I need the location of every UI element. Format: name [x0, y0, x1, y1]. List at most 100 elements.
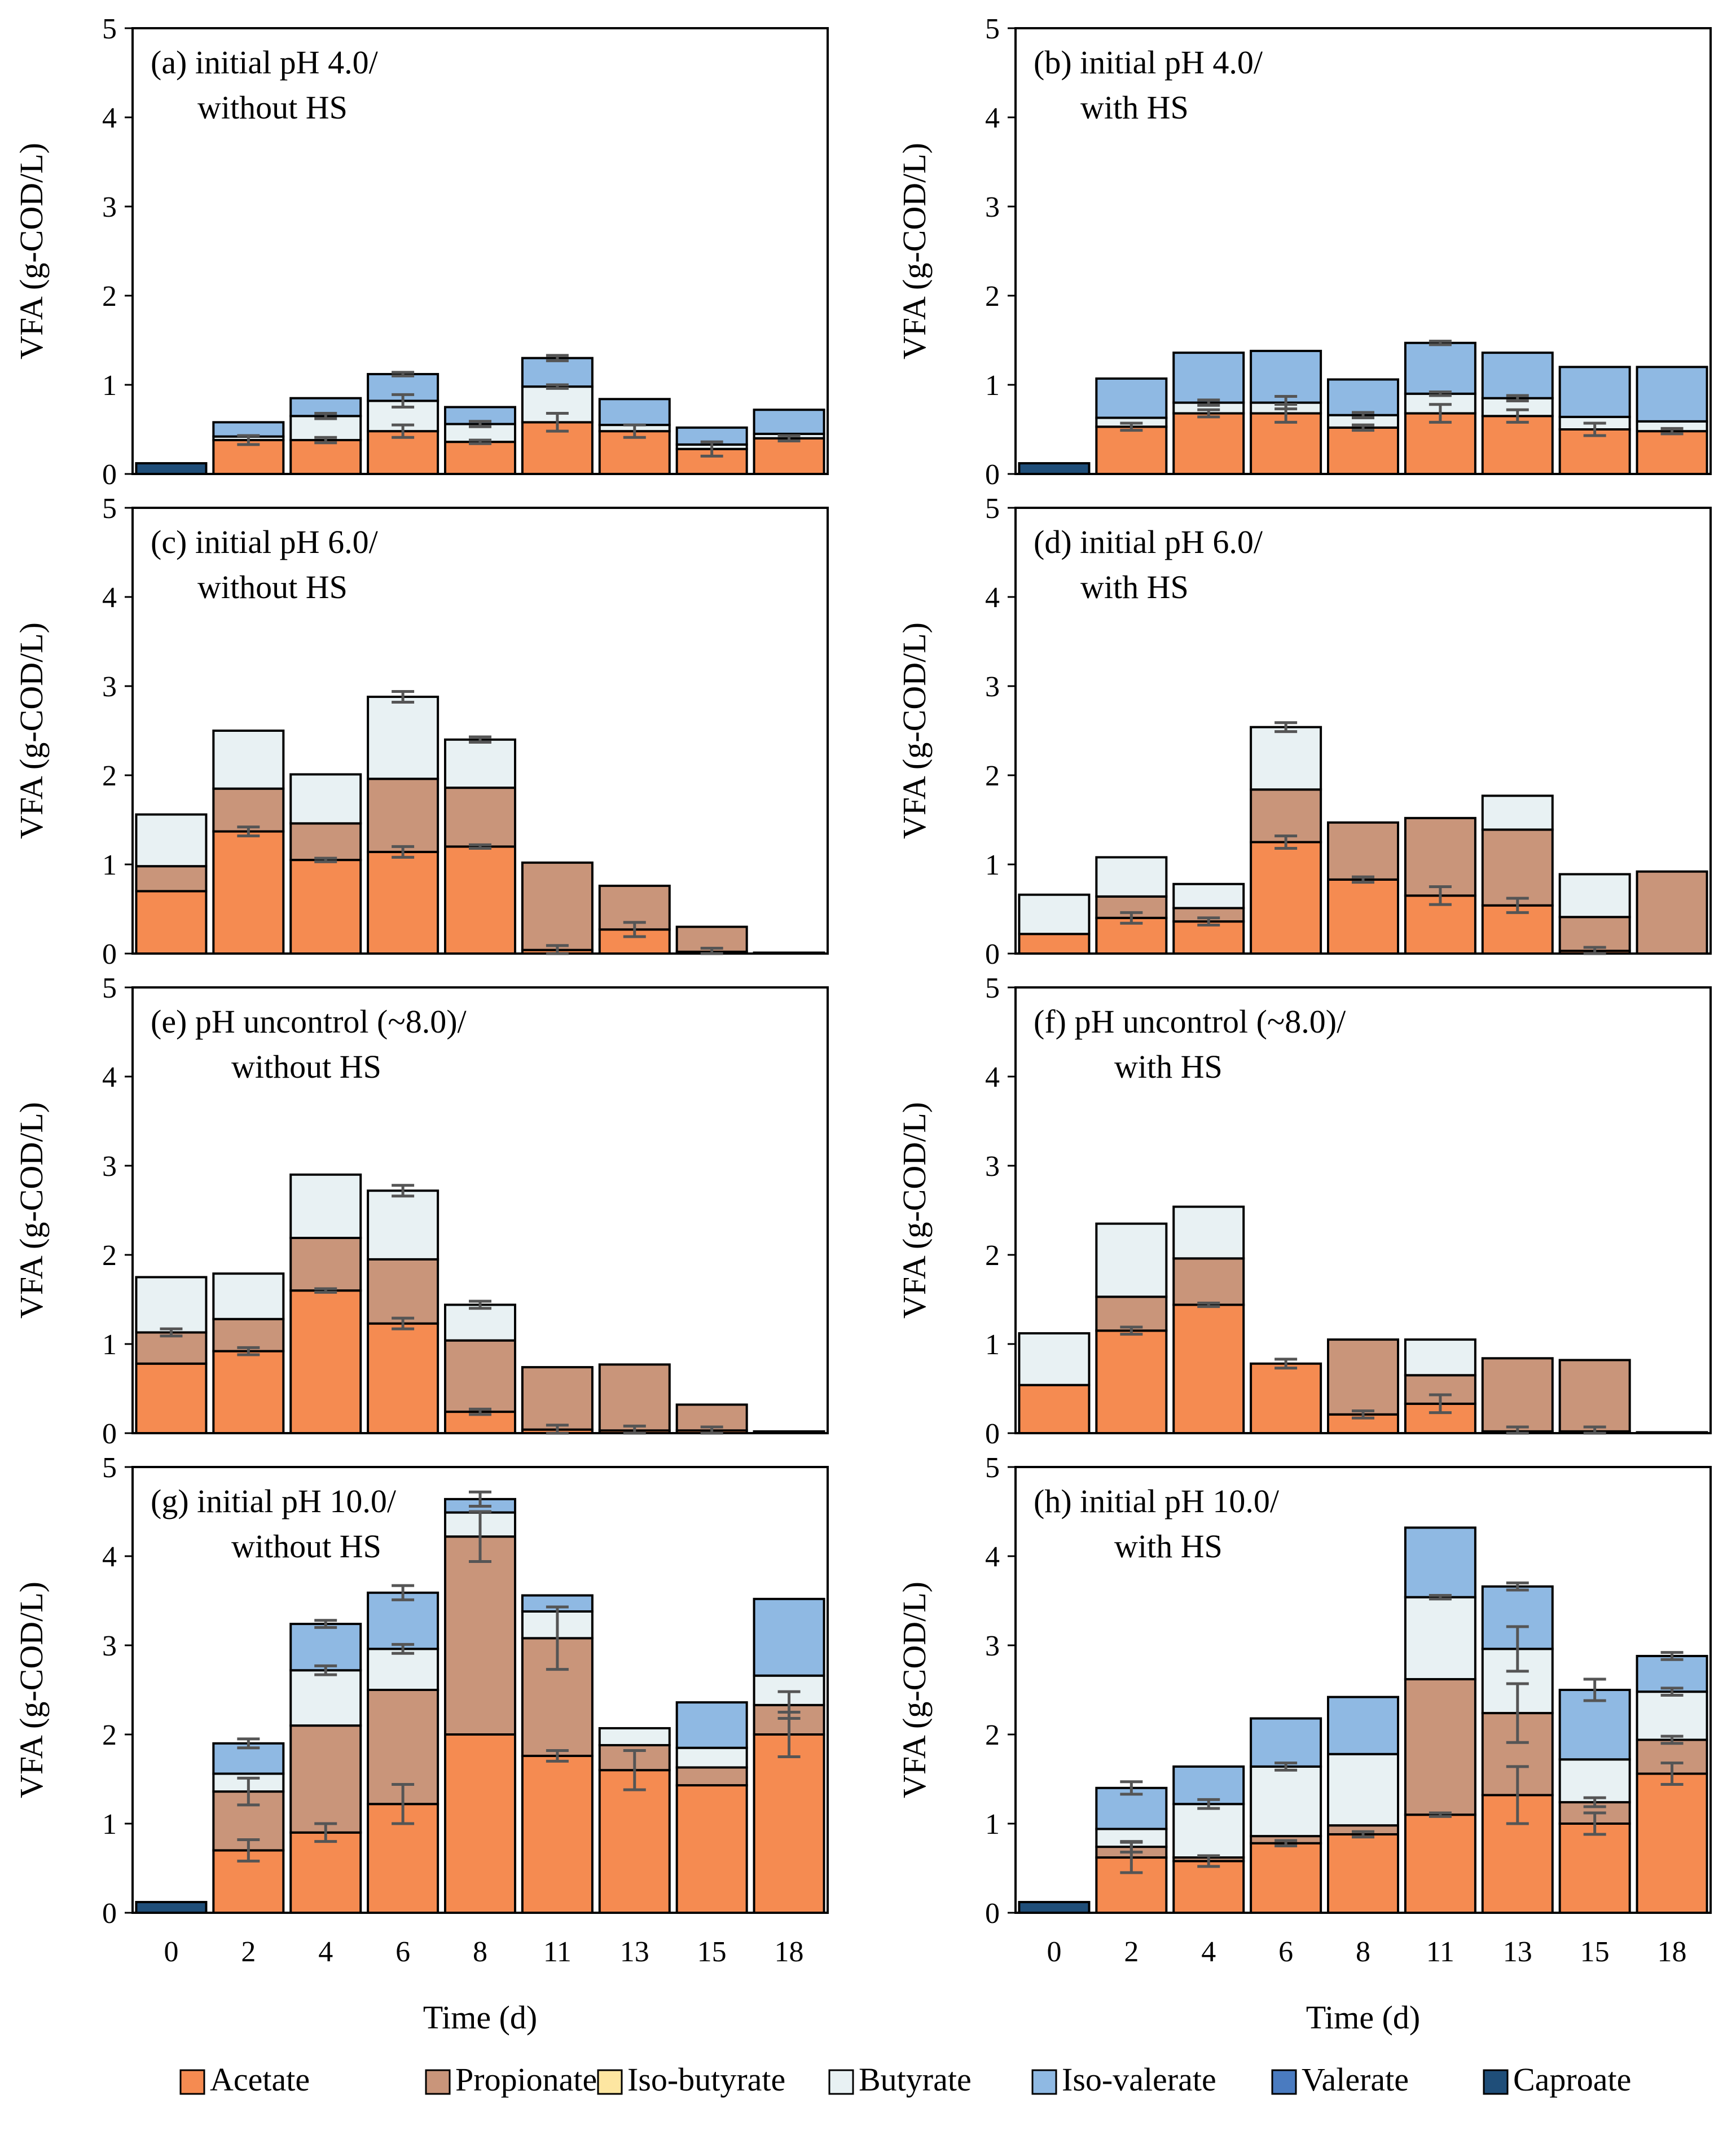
y-tick-label: 1	[985, 1808, 1000, 1841]
bar-butyrate-4	[1172, 1205, 1245, 1260]
y-axis-label: VFA (g-COD/L)	[13, 622, 50, 839]
legend-label: Acetate	[210, 2061, 310, 2098]
bar-acetate-4	[1172, 1303, 1245, 1434]
error-bar	[469, 1490, 491, 1508]
y-tick-label: 2	[102, 760, 117, 792]
error-bar	[1429, 1393, 1452, 1415]
panel-f: 0 1 2 3 4 5 VFA (g-COD/L) (f) pH uncontrol (~8.…	[896, 972, 1712, 1450]
error-bar	[237, 1838, 260, 1863]
bar-butyrate-6	[367, 695, 440, 780]
error-bar	[1429, 403, 1452, 424]
bar-butyrate-18	[753, 951, 825, 955]
error-bar	[1120, 421, 1143, 432]
bar-acetate-11	[1404, 1813, 1476, 1914]
panel-title-line1: (g) initial pH 10.0/	[151, 1483, 397, 1519]
y-tick-label: 5	[102, 972, 117, 1004]
bar-propionate-4	[289, 1236, 362, 1292]
error-bar	[1429, 1811, 1452, 1818]
bar-iso-valerate-8	[1327, 1696, 1399, 1755]
y-tick-label: 3	[985, 671, 1000, 703]
bar-butyrate-0	[1018, 893, 1091, 936]
error-bar	[1660, 427, 1684, 436]
error-bar	[1274, 721, 1298, 734]
y-tick-label: 1	[985, 370, 1000, 402]
error-bar	[469, 420, 491, 428]
y-tick-label: 0	[102, 1898, 117, 1930]
bar-iso-valerate-11	[1404, 341, 1476, 395]
legend-swatch	[1271, 2069, 1297, 2095]
bar-acetate-2	[1095, 1329, 1168, 1435]
y-tick-label: 1	[985, 1329, 1000, 1361]
error-bar	[546, 412, 569, 433]
bar-acetate-4	[289, 859, 362, 955]
legend-item-valerate: Valerate	[1271, 2061, 1409, 2098]
bar-butyrate-8	[444, 1303, 516, 1342]
y-tick-label: 3	[985, 1630, 1000, 1662]
error-bar	[1583, 1425, 1606, 1435]
bar-acetate-6	[1250, 1842, 1322, 1914]
legend-swatch	[828, 2069, 854, 2095]
panel-title-line2: without HS	[231, 1528, 381, 1565]
panel-e: 0 1 2 3 4 5 VFA (g-COD/L) (e) pH uncontrol (~8.…	[13, 972, 829, 1450]
legend-item-caproate: Caproate	[1483, 2061, 1631, 2098]
bar-iso-valerate-11	[521, 357, 594, 388]
y-tick-label: 0	[985, 1418, 1000, 1450]
legend-item-iso-butyrate: Iso-butyrate	[597, 2061, 785, 2098]
bar-acetate-4	[289, 1289, 362, 1434]
legend-item-butyrate: Butyrate	[828, 2061, 972, 2098]
y-tick-label: 1	[102, 370, 117, 402]
bar-acetate-8	[1327, 878, 1399, 955]
y-tick-label: 0	[985, 1898, 1000, 1930]
y-tick-label: 3	[102, 1630, 117, 1662]
bar-acetate-2	[1095, 425, 1168, 476]
error-bar	[314, 1287, 337, 1294]
panel-title-line2: without HS	[197, 89, 348, 126]
x-tick-label: 0	[164, 1936, 178, 1968]
bar-acetate-0	[1018, 1384, 1091, 1434]
bar-acetate-4	[289, 1831, 362, 1914]
bar-propionate-0	[135, 865, 208, 893]
y-tick-label: 5	[985, 13, 1000, 45]
error-bar	[546, 944, 569, 955]
bar-butyrate-0	[1018, 1332, 1091, 1386]
y-tick-label: 3	[102, 1150, 117, 1183]
error-bar	[1197, 398, 1220, 407]
bar-butyrate-4	[1172, 882, 1245, 910]
x-tick-label: 13	[620, 1936, 649, 1968]
y-tick-label: 1	[102, 849, 117, 881]
bar-butyrate-15	[1558, 873, 1631, 919]
panel-a: 0 1 2 3 4 5 VFA (g-COD/L) (a) initial pH 4.0/wi…	[13, 13, 829, 491]
error-bar	[469, 843, 491, 850]
legend-swatch	[425, 2069, 451, 2095]
chart-panels: 0 1 2 3 4 5 VFA (g-COD/L) (a) initial pH 4.0/wi…	[13, 13, 1712, 2036]
error-bar	[237, 825, 260, 837]
y-tick-label: 2	[985, 280, 1000, 313]
legend: Acetate Propionate Iso-butyrate Butyrate Iso…	[179, 2061, 1631, 2098]
bar-butyrate-6	[367, 1648, 440, 1692]
bar-iso-valerate-2	[212, 1742, 285, 1775]
error-bar	[237, 1737, 260, 1750]
y-axis-label: VFA (g-COD/L)	[13, 1582, 50, 1798]
bar-acetate-0	[135, 1362, 208, 1435]
panel-title-line2: with HS	[1080, 89, 1189, 126]
error-bar	[546, 1424, 569, 1435]
legend-item-acetate: Acetate	[179, 2061, 310, 2098]
bar-acetate-4	[289, 438, 362, 476]
error-bar	[1583, 421, 1606, 437]
error-bar	[1506, 394, 1529, 402]
bar-acetate-4	[1172, 920, 1245, 955]
y-tick-label: 3	[102, 671, 117, 703]
error-bar	[314, 1822, 337, 1843]
panel-title-line1: (d) initial pH 6.0/	[1034, 524, 1263, 560]
error-bar	[1506, 1625, 1529, 1673]
bar-propionate-15	[675, 1766, 748, 1787]
error-bar	[392, 1782, 415, 1825]
error-bar	[314, 1664, 337, 1676]
bar-butyrate-6	[1250, 1765, 1322, 1838]
bar-iso-valerate-18	[753, 409, 825, 435]
error-bar	[392, 689, 415, 704]
legend-item-iso-valerate: Iso-valerate	[1031, 2061, 1216, 2098]
error-bar	[1660, 1734, 1684, 1745]
bar-butyrate-2	[212, 1272, 285, 1320]
bar-propionate-6	[367, 1258, 440, 1325]
